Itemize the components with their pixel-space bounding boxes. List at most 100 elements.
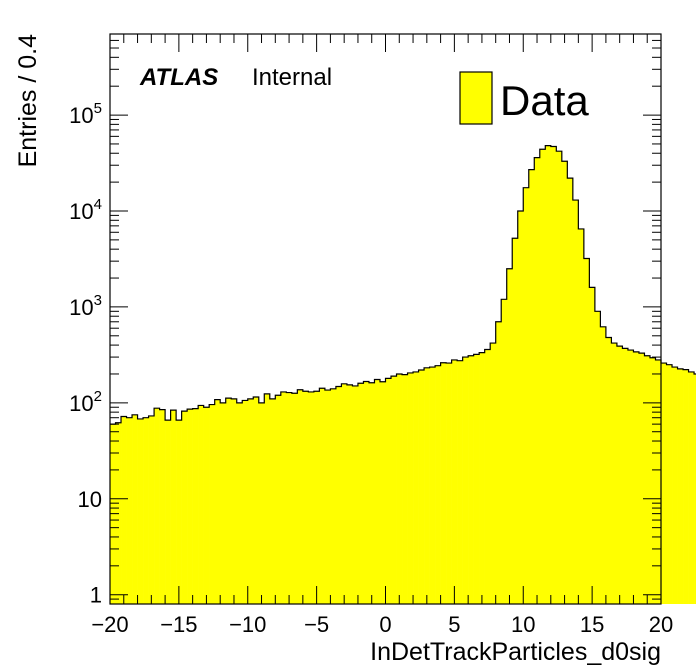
histogram-bin <box>583 258 590 604</box>
histogram-bin <box>192 408 199 604</box>
x-tick-label: 20 <box>649 612 673 637</box>
histogram-bin <box>280 391 287 604</box>
histogram-bin <box>506 268 513 604</box>
histogram-fill-layer <box>110 145 696 605</box>
histogram-bin <box>627 350 634 604</box>
atlas-label: ATLAS Internal <box>139 64 332 91</box>
histogram-bin <box>330 388 337 604</box>
histogram-bin <box>132 414 138 604</box>
histogram-outline <box>110 145 696 425</box>
histogram-bin <box>143 417 149 604</box>
histogram-bin <box>402 374 408 604</box>
histogram-bin <box>269 398 276 604</box>
histogram-bin <box>523 187 530 604</box>
histogram-bin <box>633 351 640 604</box>
histogram-bin <box>550 146 557 604</box>
histogram-bin <box>170 410 177 604</box>
histogram-bin <box>126 417 133 604</box>
histogram-bin <box>545 145 552 604</box>
tick-labels: −20 −15 −10 −5 0 5 10 15 20 1 10 102 103 104 105 <box>69 100 673 637</box>
histogram-bin <box>479 352 485 604</box>
histogram-bin <box>264 393 271 604</box>
histogram-bin <box>683 369 689 604</box>
histogram-bin <box>490 343 496 604</box>
histogram-bin <box>203 407 210 604</box>
histogram-bin <box>561 161 568 605</box>
histogram-bin <box>468 355 474 604</box>
histogram-bin <box>446 363 452 604</box>
status-label: Internal <box>252 64 332 91</box>
x-tick-label: 5 <box>448 612 460 637</box>
histogram-bin <box>396 373 403 604</box>
histogram-bin <box>297 389 304 604</box>
histogram-bin <box>187 409 193 604</box>
histogram-bin <box>473 354 480 604</box>
histogram-bin <box>666 364 673 604</box>
histogram-bin <box>435 365 441 604</box>
histogram-bin <box>407 372 414 604</box>
histogram-bin <box>148 415 155 604</box>
histogram-bin <box>253 397 260 604</box>
histogram-bin <box>159 409 166 604</box>
histogram-bin <box>137 418 144 604</box>
histogram-bin <box>611 343 618 604</box>
histogram-bin <box>335 386 342 604</box>
histogram-bin <box>352 385 359 604</box>
histogram-bin <box>512 238 519 604</box>
histogram-bin <box>694 373 696 604</box>
histogram-bin <box>605 337 612 604</box>
histogram-bin <box>567 178 574 604</box>
histogram-bin <box>649 357 656 604</box>
histogram-bin <box>424 367 430 604</box>
histogram-bin <box>622 348 629 604</box>
histogram-bin <box>379 381 386 604</box>
histogram-bin <box>589 287 596 604</box>
histogram-bin <box>688 371 695 604</box>
histogram-bin <box>247 398 254 604</box>
histogram-bin <box>677 368 684 604</box>
legend-entry-data: Data <box>500 77 589 124</box>
histogram-bin <box>231 398 238 604</box>
histogram-bin <box>209 404 215 604</box>
histogram-bin <box>539 149 546 604</box>
histogram-bin <box>181 411 188 604</box>
histogram-bin <box>291 393 298 604</box>
histogram-bin <box>672 367 678 604</box>
histogram-bin <box>286 392 293 604</box>
x-tick-label: −15 <box>160 612 197 637</box>
y-tick-label: 10 <box>78 487 102 512</box>
histogram-bin <box>391 376 397 604</box>
legend-swatch-data <box>459 71 493 125</box>
y-tick-label: 105 <box>69 100 102 128</box>
histogram-bin <box>374 379 381 604</box>
histogram-bin <box>517 210 524 604</box>
histogram-bin <box>220 402 227 604</box>
x-tick-label: −5 <box>304 612 329 637</box>
histogram-bin <box>501 299 508 604</box>
histogram-bin <box>594 311 601 604</box>
x-tick-label: 15 <box>580 612 604 637</box>
histogram-bin <box>357 383 364 604</box>
histogram-bin <box>462 357 469 604</box>
histogram-bin <box>341 383 348 604</box>
histogram-bin <box>440 362 447 604</box>
x-tick-label: −10 <box>229 612 266 637</box>
histogram-bin <box>242 400 249 604</box>
histogram-bin <box>302 391 309 604</box>
histogram-bin <box>429 367 436 604</box>
histogram-bin <box>154 408 160 604</box>
histogram-bin <box>451 359 458 604</box>
histogram-bin <box>385 378 392 604</box>
histogram-bin <box>600 326 607 604</box>
histogram-bin <box>556 151 563 604</box>
histogram-bin <box>236 402 243 604</box>
histogram-bin <box>528 169 535 604</box>
y-tick-label: 1 <box>90 583 102 608</box>
histogram-bin <box>308 391 315 604</box>
y-axis-label: Entries / 0.4 <box>14 34 42 167</box>
histogram-bin <box>638 353 645 604</box>
histogram-bin <box>578 228 585 605</box>
histogram-bin <box>363 381 370 604</box>
histogram-bin <box>346 384 353 604</box>
histogram-bin <box>324 390 331 604</box>
